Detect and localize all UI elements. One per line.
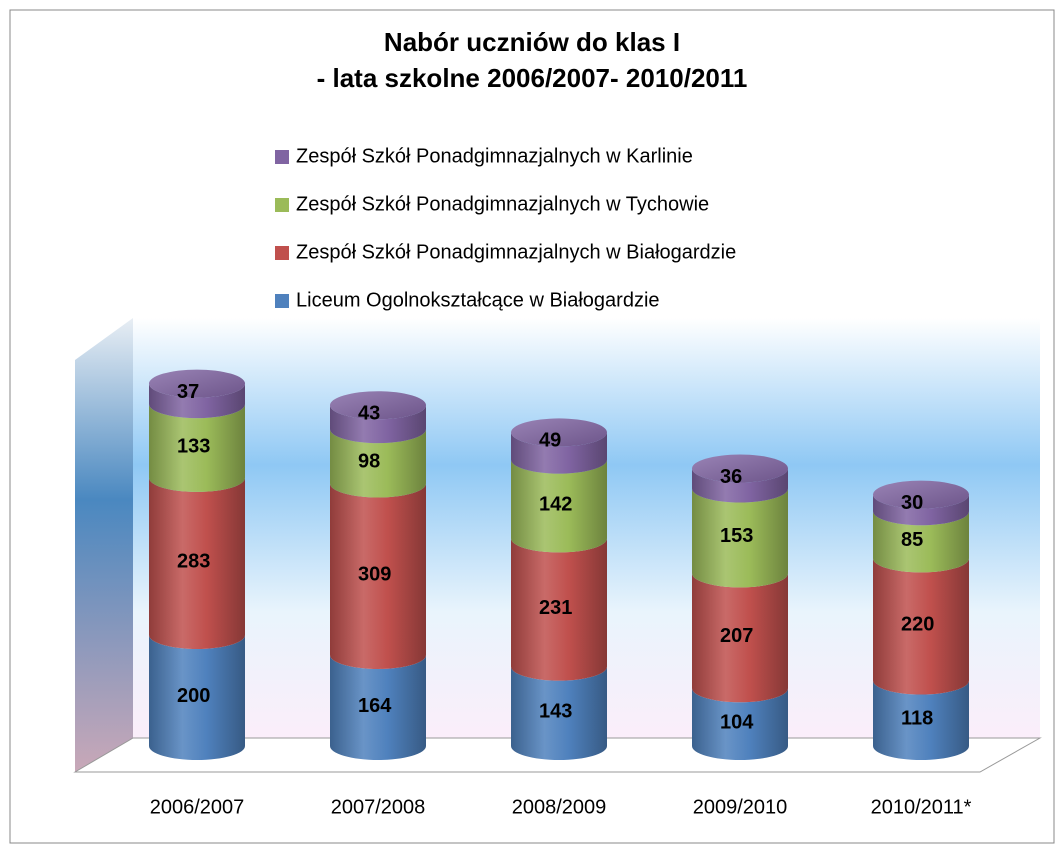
cylinder-segment: [511, 459, 607, 553]
legend-label: Zespół Szkół Ponadgimnazjalnych w Karlin…: [296, 145, 693, 167]
cylinder-cap: [330, 391, 426, 420]
cylinder-segment: [873, 511, 969, 573]
legend-swatch: [275, 294, 289, 308]
value-label: 104: [720, 711, 754, 733]
cylinder-segment: [511, 666, 607, 760]
legend-swatch: [275, 150, 289, 164]
legend-swatch: [275, 198, 289, 212]
value-label: 142: [539, 493, 572, 515]
cylinder-segment: [330, 429, 426, 498]
x-tick-label: 2008/2009: [512, 796, 607, 818]
cylinder-segment: [330, 483, 426, 669]
cylinder-segment: [149, 477, 245, 649]
value-label: 231: [539, 597, 572, 619]
cylinder-segment: [330, 405, 426, 444]
cylinder-segment: [149, 404, 245, 492]
side-wall: [75, 318, 133, 772]
x-tick-label: 2006/2007: [150, 796, 245, 818]
value-label: 37: [177, 381, 199, 403]
chart-subtitle: - lata szkolne 2006/2007- 2010/2011: [317, 63, 748, 93]
value-label: 200: [177, 685, 210, 707]
cylinder-segment: [511, 432, 607, 474]
cylinder-segment: [692, 573, 788, 703]
legend-label: Zespół Szkół Ponadgimnazjalnych w Białog…: [296, 241, 736, 263]
value-label: 143: [539, 701, 572, 723]
cylinder-segment: [873, 680, 969, 760]
cylinder-segment: [149, 635, 245, 760]
legend-label: Zespół Szkół Ponadgimnazjalnych w Tychow…: [296, 193, 709, 215]
cylinder-segment: [692, 688, 788, 760]
cylinder-cap: [692, 454, 788, 483]
value-label: 133: [177, 435, 210, 457]
cylinder-segment: [873, 494, 969, 526]
value-label: 49: [539, 430, 561, 452]
cylinder-segment: [692, 468, 788, 503]
x-tick-label: 2007/2008: [331, 796, 426, 818]
value-label: 207: [720, 625, 753, 647]
chart-title: Nabór uczniów do klas I: [384, 27, 680, 57]
value-label: 30: [901, 492, 923, 514]
cylinder-segment: [149, 383, 245, 419]
value-label: 220: [901, 614, 934, 636]
legend-label: Liceum Ogolnokształcące w Białogardzie: [296, 289, 660, 311]
cylinder-segment: [330, 654, 426, 760]
cylinder-cap: [873, 480, 969, 509]
x-tick-label: 2010/2011*: [871, 796, 972, 818]
value-label: 85: [901, 529, 923, 551]
value-label: 43: [358, 403, 380, 425]
x-tick-label: 2009/2010: [693, 796, 788, 818]
cylinder-cap: [511, 418, 607, 447]
cylinder-segment: [511, 538, 607, 681]
cylinder-segment: [692, 488, 788, 588]
value-label: 36: [720, 466, 742, 488]
value-label: 164: [358, 695, 392, 717]
value-label: 118: [901, 708, 933, 730]
cylinder-segment: [873, 558, 969, 695]
value-label: 98: [358, 451, 380, 473]
value-label: 309: [358, 564, 391, 586]
value-label: 153: [720, 525, 753, 547]
cylinder-cap: [149, 369, 245, 398]
value-label: 283: [177, 551, 210, 573]
legend-swatch: [275, 246, 289, 260]
